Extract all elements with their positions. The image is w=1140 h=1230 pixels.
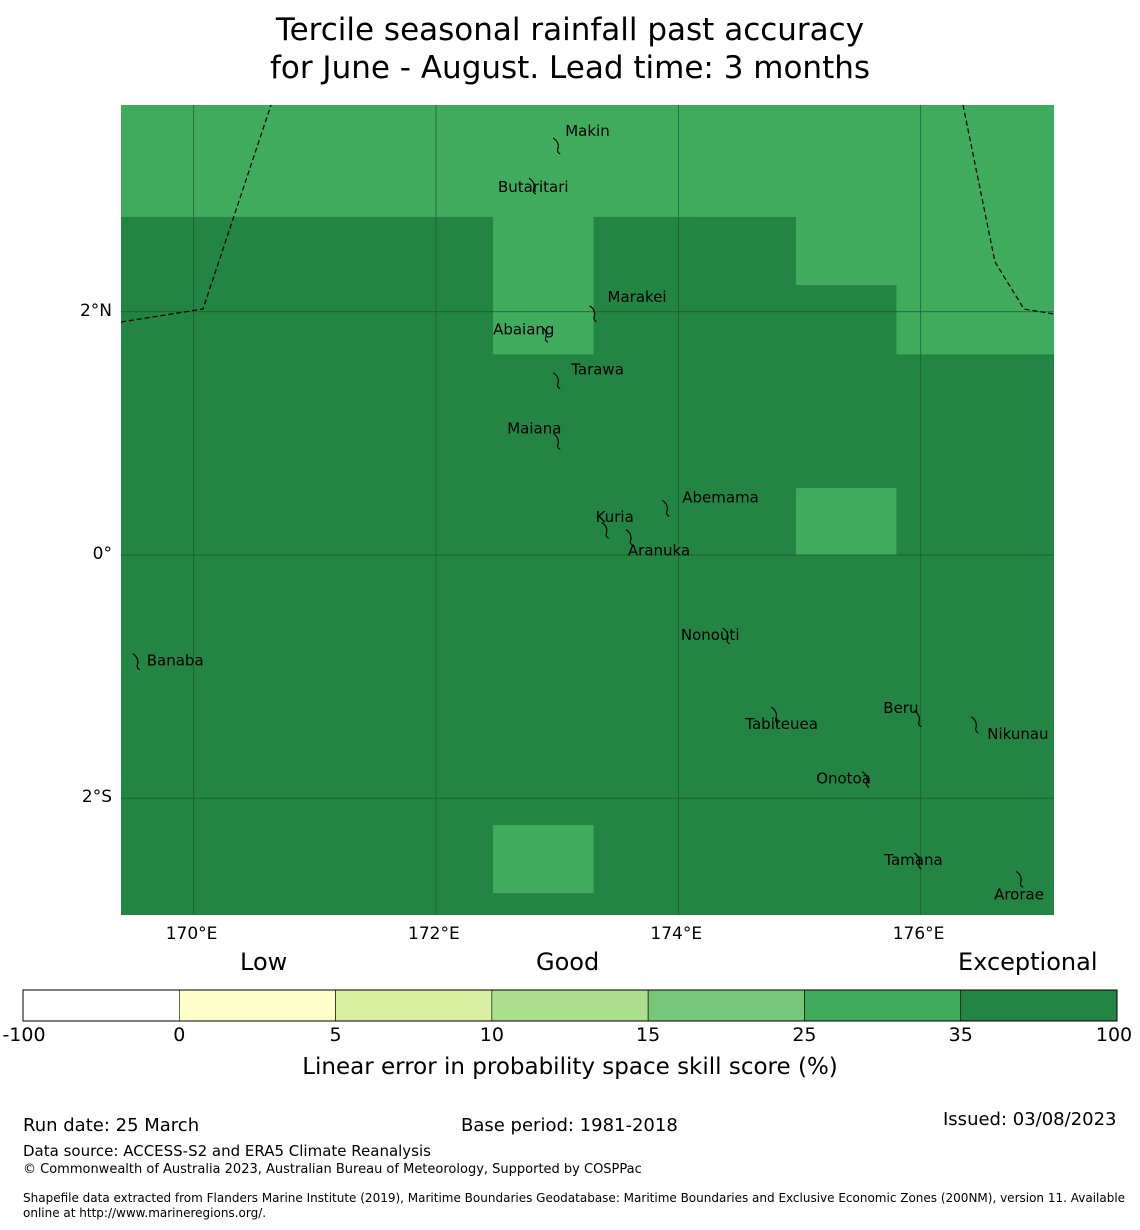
island-label: Maiana	[507, 419, 561, 437]
shapefile-credit-line-1: Shapefile data extracted from Flanders M…	[23, 1191, 1126, 1205]
colorbar-tick-label: 35	[948, 1024, 973, 1046]
island-label: Butaritari	[498, 178, 569, 196]
skill-cell	[896, 150, 1054, 355]
island-outline	[861, 771, 870, 789]
eez-boundary-east	[962, 104, 1055, 315]
colorbar-tick-label: 25	[792, 1024, 817, 1046]
island-outline	[552, 137, 561, 155]
data-source: Data source: ACCESS-S2 and ERA5 Climate …	[23, 1142, 431, 1160]
island-label: Tarawa	[570, 361, 624, 379]
title-line-2: for June - August. Lead time: 3 months	[269, 50, 871, 86]
colorbar-title: Linear error in probability space skill …	[302, 1054, 838, 1080]
island-label: Beru	[883, 699, 918, 717]
colorbar-bin	[491, 989, 649, 1022]
island-outline	[1015, 870, 1024, 888]
y-tick-label: 2°S	[81, 787, 112, 808]
island-outline	[625, 529, 634, 547]
category-low-label: Low	[240, 948, 288, 976]
island-label: Kuria	[596, 508, 634, 526]
island-outline	[601, 521, 609, 539]
shapefile-credit-line-2: online at http://www.marineregions.org/.	[23, 1206, 267, 1220]
colorbar-bin	[960, 989, 1118, 1022]
x-tick-label: 172°E	[408, 924, 460, 944]
island-outline	[913, 710, 922, 728]
island-outline	[540, 325, 549, 343]
skill-cell	[492, 150, 594, 355]
chart-title: Tercile seasonal rainfall past accuracy …	[0, 11, 1140, 87]
issued-date: Issued: 03/08/2023	[943, 1109, 1117, 1130]
colorbar-frame	[22, 989, 1118, 1022]
shapefile-credit: Shapefile data extracted from Flanders M…	[23, 1191, 1125, 1221]
colorbar-tick-label: -100	[2, 1024, 46, 1046]
eez-boundary-west	[120, 104, 272, 323]
category-exceptional-label: Exceptional	[958, 948, 1098, 976]
island-outline	[528, 177, 537, 195]
skill-cell	[492, 825, 594, 894]
island-outline	[970, 716, 979, 734]
category-good-label: Good	[536, 948, 600, 976]
skill-cell	[694, 150, 796, 217]
y-tick-label: 0°	[92, 544, 112, 564]
colorbar-bin	[647, 989, 805, 1022]
island-outline	[722, 627, 731, 645]
run-date: Run date: 25 March	[23, 1115, 200, 1136]
skill-cell	[795, 150, 897, 285]
colorbar-tick-label: 100	[1095, 1024, 1133, 1046]
colorbar-tick-label: 5	[329, 1024, 342, 1046]
island-label: Abemama	[682, 488, 759, 506]
island-outline	[913, 852, 922, 870]
island-outline	[552, 372, 561, 390]
colorbar-bin	[335, 989, 493, 1022]
colorbar-bin	[22, 989, 180, 1022]
island-label: Banaba	[147, 652, 204, 670]
colorbar-tick-label: 10	[479, 1024, 504, 1046]
colorbar-bin	[178, 989, 336, 1022]
x-tick-label: 174°E	[650, 924, 703, 944]
island-outline	[770, 706, 779, 724]
island-label: Tabiteuea	[744, 715, 818, 733]
island-label: Tamana	[883, 851, 942, 869]
x-tick-label: 176°E	[892, 924, 945, 944]
y-tick-label: 2°N	[79, 300, 112, 321]
copyright: © Commonwealth of Australia 2023, Austra…	[23, 1162, 642, 1177]
island-outline	[589, 305, 597, 323]
island-label: Nonouti	[681, 626, 740, 644]
island-label: Arorae	[994, 885, 1044, 903]
island-label: Marakei	[608, 288, 667, 306]
skill-cell	[795, 488, 897, 555]
colorbar-tick-label: 0	[173, 1024, 186, 1046]
island-label: Onotoa	[816, 770, 871, 788]
island-label: Aranuka	[628, 542, 690, 560]
base-period: Base period: 1981-2018	[461, 1115, 678, 1136]
island-label: Makin	[565, 122, 610, 140]
title-line-1: Tercile seasonal rainfall past accuracy	[275, 12, 865, 48]
island-label: Nikunau	[987, 725, 1048, 743]
colorbar-tick-label: 15	[636, 1024, 661, 1046]
island-outline	[552, 433, 561, 450]
colorbar-bin	[804, 989, 962, 1022]
x-tick-label: 170°E	[165, 924, 218, 944]
island-outline	[661, 499, 670, 517]
island-outline	[132, 653, 141, 671]
island-label: Abaiang	[493, 320, 554, 338]
